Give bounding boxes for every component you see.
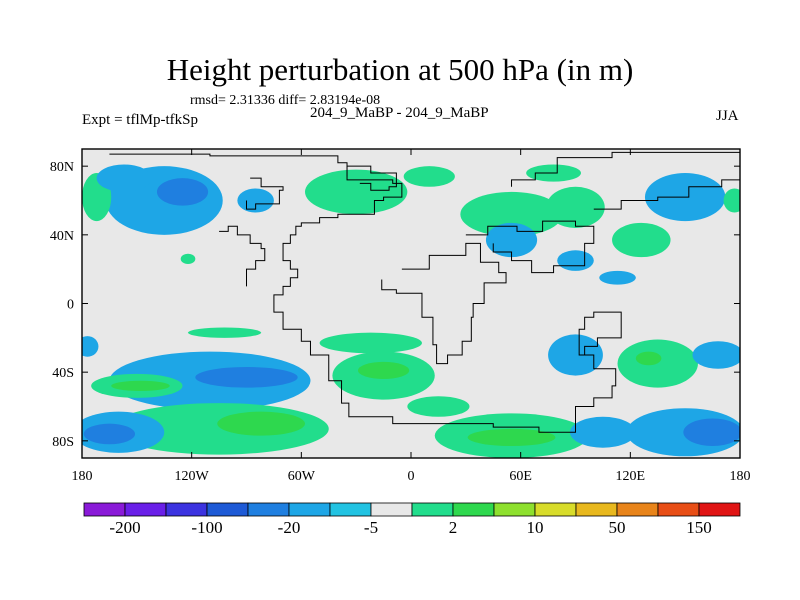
- colorbar-swatch-3: [206, 502, 249, 517]
- contour-region-11: [612, 222, 671, 258]
- colorbar-swatch-8: [411, 502, 454, 517]
- coastline-1: [219, 225, 266, 287]
- stats-label: rmsd= 2.31336 diff= 2.83194e-08: [190, 93, 381, 108]
- contour-region-39: [82, 336, 99, 357]
- colorbar-swatch-6: [329, 502, 372, 517]
- contour-region-8: [546, 186, 605, 228]
- contour-region-15: [599, 270, 636, 285]
- x-tick-label: 60W: [288, 469, 316, 484]
- contour-region-35: [467, 428, 556, 446]
- chart-title: Height perturbation at 500 hPa (in m): [166, 52, 634, 87]
- contour-region-4: [96, 164, 152, 192]
- colorbar-swatch-15: [698, 502, 741, 517]
- x-tick-label: 180: [72, 469, 93, 484]
- colorbar-label: 50: [609, 518, 626, 537]
- colorbar-swatch-7: [370, 502, 413, 517]
- colorbar: -200 -100 -20 -5 2 10 50 150: [83, 502, 741, 537]
- contour-region-29: [692, 341, 740, 369]
- y-tick-label: 80N: [50, 160, 74, 175]
- contour-region-5: [304, 169, 408, 215]
- coastlines: [109, 151, 740, 433]
- y-tick-label: 40N: [50, 229, 74, 244]
- colorbar-swatch-2: [165, 502, 208, 517]
- contour-region-26: [548, 334, 603, 376]
- contour-region-17: [319, 332, 422, 354]
- colorbar-swatch-0: [83, 502, 126, 517]
- contour-regions: [82, 164, 740, 458]
- colorbar-swatch-11: [534, 502, 577, 517]
- colorbar-swatch-9: [452, 502, 495, 517]
- contour-region-12: [723, 188, 740, 213]
- contour-region-1: [156, 178, 209, 206]
- contour-region-33: [217, 411, 305, 436]
- center-label: 204_9_MaBP - 204_9_MaBP: [310, 105, 489, 121]
- contour-region-21: [111, 380, 170, 392]
- colorbar-swatch-10: [493, 502, 536, 517]
- colorbar-swatch-13: [616, 502, 659, 517]
- y-tick-label: 0: [67, 298, 74, 313]
- contour-region-37: [683, 418, 740, 446]
- contour-region-22: [195, 367, 298, 388]
- colorbar-label: -5: [364, 518, 378, 537]
- experiment-label: Expt = tflMp-tfkSp: [82, 112, 198, 128]
- contour-region-38: [570, 416, 636, 448]
- x-tick-label: 180: [730, 469, 751, 484]
- colorbar-label: -200: [109, 518, 140, 537]
- contour-region-16: [180, 253, 196, 265]
- x-tick-label: 120W: [175, 469, 210, 484]
- x-tick-label: 0: [408, 469, 415, 484]
- y-tick-label: 80S: [52, 435, 74, 450]
- colorbar-swatch-12: [575, 502, 618, 517]
- contour-region-32: [83, 423, 136, 445]
- x-tick-label: 120E: [616, 469, 646, 484]
- contour-region-6: [403, 166, 455, 187]
- season-label: JJA: [716, 108, 739, 124]
- contour-region-14: [557, 250, 594, 271]
- contour-region-27: [617, 339, 698, 388]
- coastline-2: [246, 177, 284, 210]
- colorbar-label: 150: [686, 518, 712, 537]
- colorbar-swatch-1: [124, 502, 167, 517]
- contour-region-24: [357, 361, 410, 380]
- coastline-5: [465, 220, 595, 274]
- colorbar-label: 10: [527, 518, 544, 537]
- contour-region-18: [188, 327, 262, 338]
- colorbar-swatch-5: [288, 502, 331, 517]
- x-axis: 180 120W 60W 0 60E 120E 180: [72, 149, 751, 484]
- colorbar-swatch-14: [657, 502, 700, 517]
- contour-region-28: [635, 351, 662, 366]
- coastline-3: [346, 165, 397, 191]
- colorbar-label: -100: [191, 518, 222, 537]
- coastline-4: [381, 242, 507, 365]
- coastline-0: [109, 153, 622, 433]
- y-axis: 80N 40N 0 40S 80S: [50, 160, 740, 450]
- colorbar-label: 2: [449, 518, 458, 537]
- contour-region-7: [460, 191, 563, 237]
- coastline-6: [511, 151, 740, 210]
- y-tick-label: 40S: [52, 366, 74, 381]
- colorbar-label: -20: [278, 518, 301, 537]
- colorbar-swatch-4: [247, 502, 290, 517]
- x-tick-label: 60E: [509, 469, 532, 484]
- contour-region-25: [407, 396, 470, 417]
